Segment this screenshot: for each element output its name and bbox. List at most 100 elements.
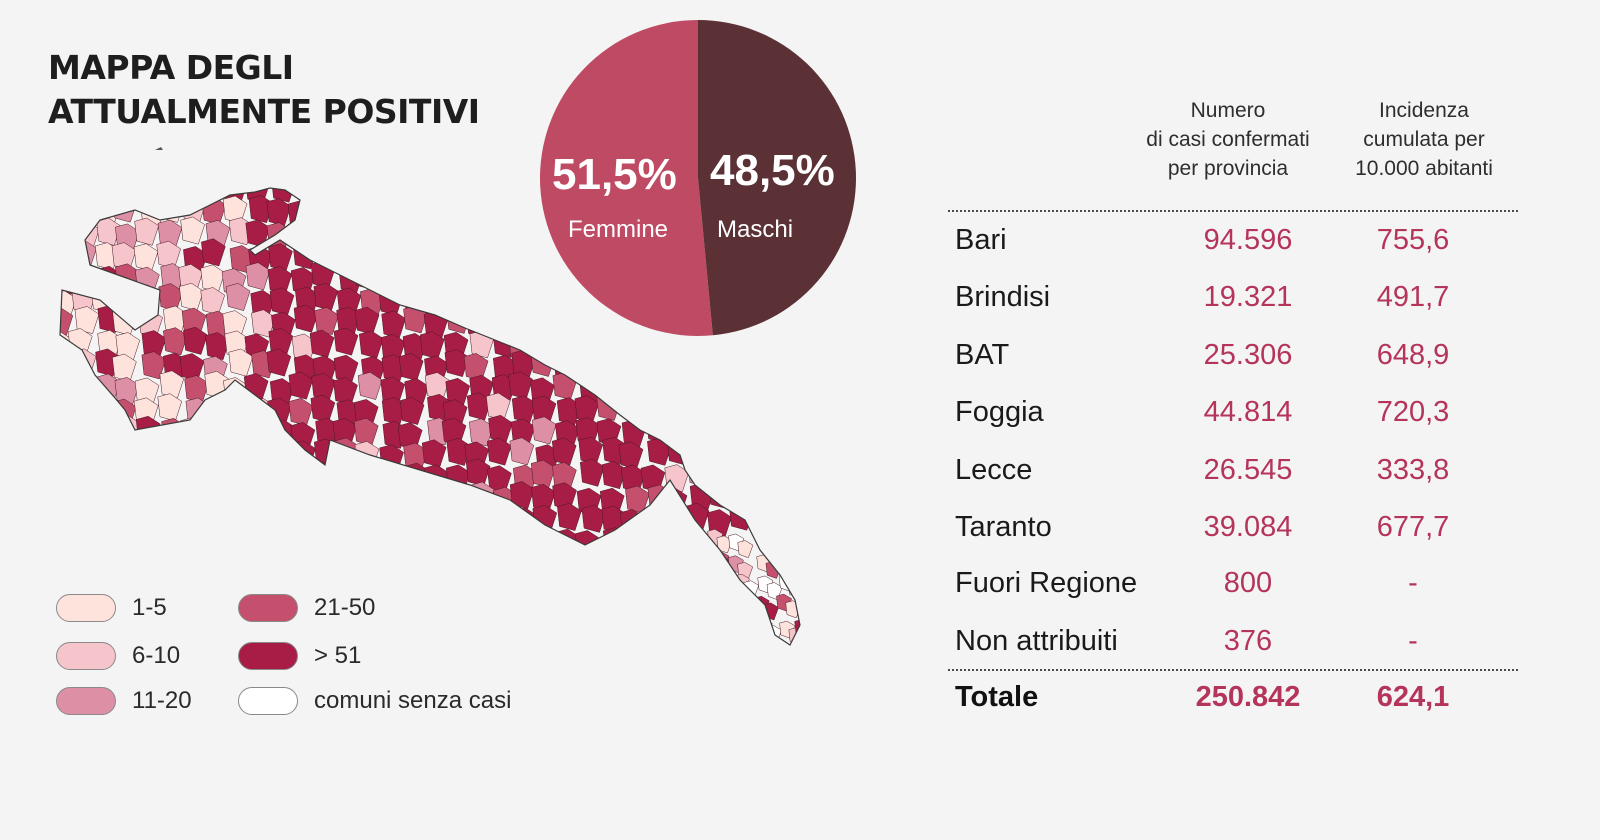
municipality-cell xyxy=(684,533,701,552)
municipality-cell xyxy=(530,459,556,488)
municipality-cell xyxy=(535,594,560,623)
municipality-cell xyxy=(60,549,73,578)
municipality-cell xyxy=(287,200,313,229)
municipality-cell xyxy=(91,421,117,450)
municipality-cell xyxy=(487,465,512,494)
municipality-cell xyxy=(402,641,427,645)
municipality-cell xyxy=(427,571,453,600)
municipality-cell xyxy=(74,546,99,575)
municipality-cell xyxy=(557,549,582,578)
municipality-cell xyxy=(446,552,471,581)
municipality-cell xyxy=(713,398,739,427)
map-title-line1: MAPPA DEGLI xyxy=(48,48,294,87)
municipality-cell xyxy=(398,571,424,600)
municipality-cell xyxy=(442,239,468,268)
municipality-cell xyxy=(493,188,518,203)
municipality-cell xyxy=(601,592,627,620)
municipality-cell xyxy=(159,441,185,469)
municipality-cell xyxy=(531,483,556,512)
municipality-cell xyxy=(179,353,205,382)
municipality-cell xyxy=(60,399,77,428)
municipality-cell xyxy=(709,442,735,471)
municipality-cell xyxy=(713,576,730,595)
incidence-value: 720,3 xyxy=(1376,396,1450,428)
municipality-cell xyxy=(93,528,119,557)
pie-value-maschi: 48,5% xyxy=(710,146,835,195)
municipality-cell xyxy=(315,197,341,226)
municipality-cell xyxy=(510,311,536,339)
municipality-cell xyxy=(708,480,733,509)
municipality-cell xyxy=(60,266,79,295)
municipality-cell xyxy=(717,623,733,641)
municipality-cell xyxy=(662,572,688,601)
municipality-cell xyxy=(60,240,73,269)
municipality-cell xyxy=(576,350,601,378)
municipality-cell xyxy=(731,439,756,468)
municipality-cell xyxy=(755,529,772,547)
municipality-cell xyxy=(706,350,732,379)
municipality-cell xyxy=(442,591,467,620)
table-row: Lecce 26.545 333,8 xyxy=(955,454,1515,494)
municipality-cell xyxy=(509,437,535,466)
legend-swatch xyxy=(56,687,116,715)
municipality-cell xyxy=(733,392,758,421)
table-row: Foggia 44.814 720,3 xyxy=(955,396,1515,436)
municipality-cell xyxy=(180,438,206,467)
municipality-cell xyxy=(269,287,295,316)
municipality-cell xyxy=(708,415,734,444)
municipality-cell xyxy=(134,377,160,406)
municipality-cell xyxy=(795,638,800,645)
incidence-value: 333,8 xyxy=(1376,454,1450,486)
municipality-cell xyxy=(469,616,495,644)
municipality-cell xyxy=(376,240,401,269)
municipality-cell xyxy=(772,419,798,448)
legend-label: 21-50 xyxy=(314,594,376,621)
municipality-cell xyxy=(295,466,320,495)
municipality-cell xyxy=(248,525,273,554)
municipality-cell xyxy=(531,527,557,556)
municipality-cell xyxy=(266,348,292,377)
municipality-cell xyxy=(112,353,137,382)
municipality-cell xyxy=(552,482,577,511)
municipality-cell xyxy=(469,641,494,645)
municipality-cell xyxy=(532,618,558,645)
municipality-cell xyxy=(180,593,205,621)
municipality-cell xyxy=(749,376,775,405)
municipality-cell xyxy=(713,460,738,489)
legend-item-51-plus: > 51 xyxy=(238,642,361,670)
municipality-cell xyxy=(804,556,819,573)
municipality-cell xyxy=(487,614,512,643)
municipality-cell xyxy=(133,243,159,272)
municipality-cell xyxy=(179,282,204,311)
map-title: MAPPA DEGLI ATTUALMENTE POSITIVI xyxy=(48,46,480,134)
municipality-cell xyxy=(246,507,272,536)
municipality-cell xyxy=(771,532,788,551)
municipality-cell xyxy=(489,201,515,230)
municipality-cell xyxy=(360,224,386,252)
municipality-cell xyxy=(379,525,404,554)
municipality-cell xyxy=(490,549,515,578)
municipality-cell xyxy=(380,333,406,362)
municipality-cell xyxy=(536,635,561,645)
municipality-cell xyxy=(200,615,225,644)
municipality-cell xyxy=(60,376,74,405)
municipality-cell xyxy=(640,530,665,559)
municipality-cell xyxy=(781,539,797,558)
municipality-cell xyxy=(424,524,450,553)
total-incidence: 624,1 xyxy=(1376,681,1450,713)
municipality-cell xyxy=(157,459,183,488)
municipality-cell xyxy=(200,264,226,293)
municipality-cell xyxy=(312,218,338,247)
municipality-cell xyxy=(184,503,210,532)
municipality-cell xyxy=(245,414,271,443)
municipality-cell xyxy=(689,443,714,472)
municipality-cell xyxy=(159,485,185,514)
municipality-cell xyxy=(776,437,800,466)
municipality-cell xyxy=(141,330,167,359)
legend-swatch xyxy=(56,642,116,670)
municipality-cell xyxy=(222,310,248,339)
municipality-cell xyxy=(227,420,252,449)
municipality-cell xyxy=(333,377,358,406)
municipality-cell xyxy=(799,502,800,531)
municipality-cell xyxy=(382,188,408,205)
